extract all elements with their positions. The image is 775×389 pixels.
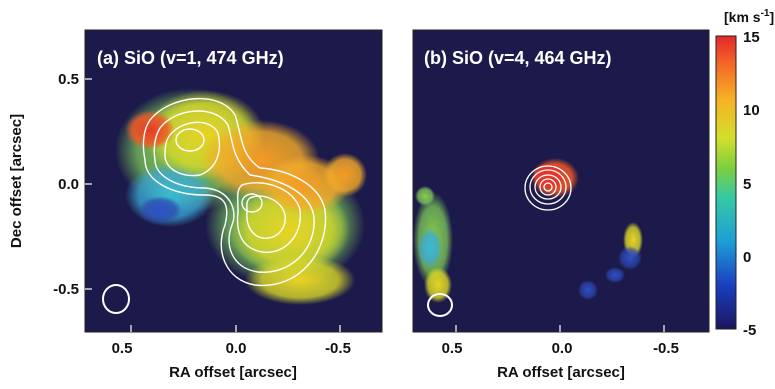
colorbar-gradient [715, 35, 737, 330]
panel-a-beam [102, 284, 130, 314]
panel-b: (b) SiO (v=4, 464 GHz) 0.5 0.0 -0.5 RA o… [412, 29, 710, 381]
panel-a-frame [84, 29, 383, 333]
colorbar-tick-1: 10 [743, 102, 760, 119]
panel-b-tickmarks [455, 325, 665, 332]
panel-a-emission [115, 88, 367, 305]
colorbar-tick-2: 5 [743, 176, 751, 193]
panel-a-contours [142, 97, 327, 287]
colorbar-unit: [km s-1] [724, 8, 774, 25]
panel-a-xtick-0: 0.5 [112, 340, 133, 357]
colorbar-tick-0: 15 [743, 29, 760, 46]
colorbar-tick-4: -5 [743, 322, 756, 339]
colorbar: [km s-1] 15 10 5 0 -5 [715, 8, 774, 339]
panel-b-xtick-2: -0.5 [653, 340, 679, 357]
panel-b-contours [524, 165, 572, 211]
panel-a-ytick-0: 0.5 [58, 71, 79, 88]
panel-a-xtick-1: 0.0 [226, 340, 247, 357]
panel-b-title: (b) SiO (v=4, 464 GHz) [424, 48, 612, 68]
panel-b-frame [412, 29, 710, 333]
panel-b-xlabel: RA offset [arcsec] [497, 364, 625, 381]
panel-a-xtick-2: -0.5 [325, 340, 351, 357]
panel-b-xtick-0: 0.5 [442, 340, 463, 357]
panel-a-tickmarks [85, 78, 341, 332]
panel-a-ylabel: Dec offset [arcsec] [8, 114, 25, 248]
colorbar-tick-3: 0 [743, 249, 751, 266]
panel-a-ytick-2: -0.5 [53, 281, 79, 298]
panel-a-xlabel: RA offset [arcsec] [169, 364, 297, 381]
panel-a-title: (a) SiO (v=1, 474 GHz) [97, 48, 284, 68]
panel-a: (a) SiO (v=1, 474 GHz) 0.5 0.0 -0.5 0.5 … [8, 29, 383, 381]
panel-b-beam [427, 293, 453, 317]
panel-b-xtick-1: 0.0 [552, 340, 573, 357]
panel-a-ytick-1: 0.0 [58, 176, 79, 193]
